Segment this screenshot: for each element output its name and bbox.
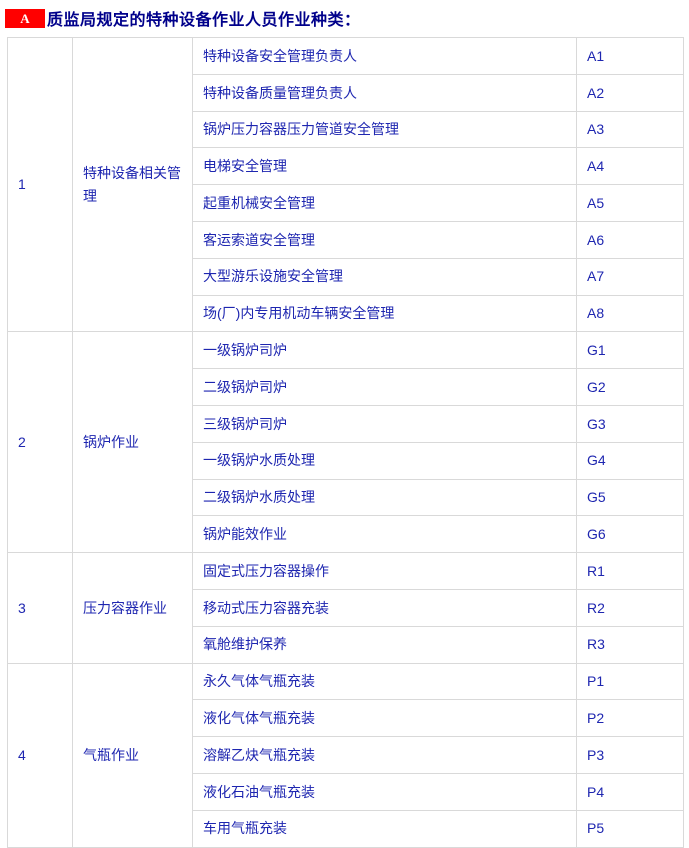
table-row: 2 锅炉作业 一级锅炉司炉 G1 (7, 331, 684, 554)
job-code-cell: A1 (576, 37, 684, 75)
job-name-cell: 场(厂)内专用机动车辆安全管理 (192, 294, 577, 333)
table-row: 4 气瓶作业 永久气体气瓶充装 P1 (7, 662, 684, 848)
job-code-cell: G6 (576, 515, 684, 554)
job-code-cell: G1 (576, 331, 684, 370)
table-row: 一级锅炉水质处理 G4 (8, 441, 684, 480)
table-row: 锅炉能效作业 G6 (8, 515, 684, 554)
group-category-cell: 特种设备相关管理 (72, 36, 193, 333)
table-row: 1 特种设备相关管理 特种设备安全管理负责人 A1 (7, 36, 684, 333)
job-code-cell: A3 (576, 110, 684, 149)
job-name-cell: 锅炉压力容器压力管道安全管理 (192, 110, 577, 149)
job-code-cell: A6 (576, 220, 684, 259)
table-row: 液化石油气瓶充装 P4 (8, 772, 684, 811)
job-name-cell: 液化石油气瓶充装 (192, 772, 577, 811)
equipment-table-body: 1 特种设备相关管理 特种设备安全管理负责人 A1 特种设备质量管理负责人 A2 锅炉压力容… (7, 36, 684, 848)
table-row: 溶解乙炔气瓶充装 P3 (8, 736, 684, 774)
page-title: 质监局规定的特种设备作业人员作业种类： (47, 12, 361, 29)
job-code-cell: G4 (576, 441, 684, 480)
job-name-cell: 一级锅炉司炉 (192, 331, 577, 370)
job-code-cell: A2 (576, 73, 684, 112)
job-code-cell: A4 (576, 147, 684, 186)
table-row: 起重机械安全管理 A5 (8, 184, 684, 222)
job-code-cell: G3 (576, 404, 684, 443)
table-row: 三级锅炉司炉 G3 (8, 404, 684, 443)
table-row: 电梯安全管理 A4 (8, 147, 684, 186)
page-header: A 质监局规定的特种设备作业人员作业种类： (0, 0, 689, 37)
job-code-cell: P1 (576, 662, 684, 701)
group-index-cell: 1 (7, 36, 73, 333)
table-row: 二级锅炉水质处理 G5 (8, 478, 684, 517)
group-index-cell: 2 (7, 331, 73, 554)
group-category-cell: 压力容器作业 (72, 552, 193, 664)
group-index-cell: 3 (7, 552, 73, 664)
job-name-cell: 车用气瓶充装 (192, 809, 577, 848)
job-code-cell: A7 (576, 257, 684, 296)
table-row: 场(厂)内专用机动车辆安全管理 A8 (8, 294, 684, 333)
group-index-cell: 4 (7, 662, 73, 848)
job-name-cell: 氧舱维护保养 (192, 625, 577, 664)
table-row: 大型游乐设施安全管理 A7 (8, 257, 684, 296)
table-row: 二级锅炉司炉 G2 (8, 368, 684, 406)
group-category-cell: 锅炉作业 (72, 331, 193, 554)
job-name-cell: 大型游乐设施安全管理 (192, 257, 577, 296)
job-code-cell: P2 (576, 699, 684, 738)
table-row: 液化气体气瓶充装 P2 (8, 699, 684, 738)
job-name-cell: 锅炉能效作业 (192, 515, 577, 554)
job-name-cell: 二级锅炉司炉 (192, 368, 577, 406)
job-code-cell: G2 (576, 368, 684, 406)
table-row: 客运索道安全管理 A6 (8, 220, 684, 259)
job-name-cell: 起重机械安全管理 (192, 184, 577, 222)
job-code-cell: P3 (576, 736, 684, 774)
job-name-cell: 特种设备安全管理负责人 (192, 37, 577, 75)
job-code-cell: A8 (576, 294, 684, 333)
job-code-cell: R1 (576, 552, 684, 590)
table-row: 氧舱维护保养 R3 (8, 625, 684, 664)
group-category-cell: 气瓶作业 (72, 662, 193, 848)
job-name-cell: 固定式压力容器操作 (192, 552, 577, 590)
job-name-cell: 客运索道安全管理 (192, 220, 577, 259)
job-code-cell: R3 (576, 625, 684, 664)
job-name-cell: 永久气体气瓶充装 (192, 662, 577, 701)
table-row: 锅炉压力容器压力管道安全管理 A3 (8, 110, 684, 149)
table-row: 特种设备质量管理负责人 A2 (8, 73, 684, 112)
job-name-cell: 二级锅炉水质处理 (192, 478, 577, 517)
table-row: 移动式压力容器充装 R2 (8, 588, 684, 627)
table-row: 3 压力容器作业 固定式压力容器操作 R1 (7, 552, 684, 664)
job-code-cell: P4 (576, 772, 684, 811)
job-name-cell: 三级锅炉司炉 (192, 404, 577, 443)
job-name-cell: 特种设备质量管理负责人 (192, 73, 577, 112)
job-code-cell: P5 (576, 809, 684, 848)
job-name-cell: 移动式压力容器充装 (192, 588, 577, 627)
job-code-cell: R2 (576, 588, 684, 627)
job-name-cell: 溶解乙炔气瓶充装 (192, 736, 577, 774)
job-code-cell: G5 (576, 478, 684, 517)
section-badge: A (5, 8, 45, 28)
job-code-cell: A5 (576, 184, 684, 222)
job-name-cell: 电梯安全管理 (192, 147, 577, 186)
equipment-table: 1 特种设备相关管理 特种设备安全管理负责人 A1 特种设备质量管理负责人 A2 锅炉压力容… (7, 36, 684, 848)
job-name-cell: 液化气体气瓶充装 (192, 699, 577, 738)
job-name-cell: 一级锅炉水质处理 (192, 441, 577, 480)
